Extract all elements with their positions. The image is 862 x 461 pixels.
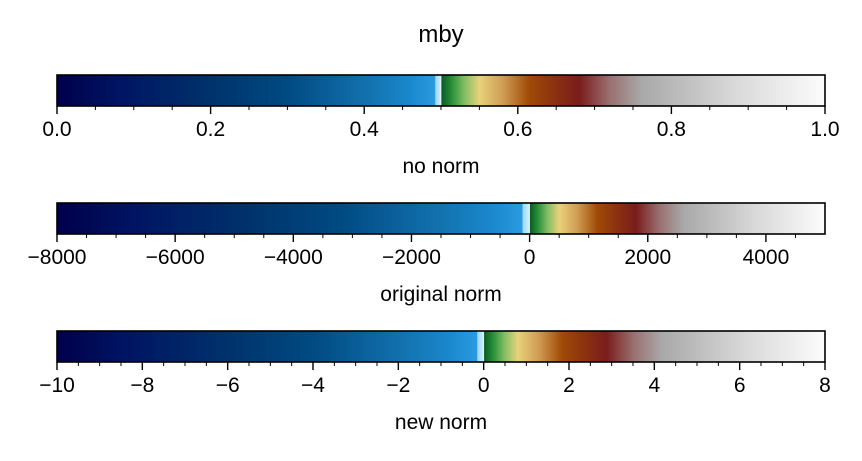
colorbar-label: new norm [395, 411, 487, 434]
tick-label: 0.4 [350, 118, 380, 141]
tick-label: −2000 [382, 246, 441, 269]
tick-label: 4 [648, 374, 660, 397]
tick-label: 0.8 [657, 118, 686, 141]
tick-label: 8 [819, 374, 831, 397]
tick-label: 0.0 [42, 118, 71, 141]
colorbar-gradient [57, 75, 825, 106]
colorbar-3: −10 −8 −6 −4 −2 0 2 4 6 8 new norm [39, 330, 831, 434]
colorbar-label: no norm [402, 155, 479, 178]
colorbar-2: −8000 −6000 −4000 −2000 0 2000 4000 original no… [28, 202, 826, 306]
tick-label: 4000 [743, 246, 790, 269]
tick-label: −4000 [264, 246, 323, 269]
tick-label: 2 [563, 374, 575, 397]
tick-label: 2000 [624, 246, 671, 269]
tick-label: −2 [386, 374, 410, 397]
tick-label: −8 [130, 374, 154, 397]
colorbar-1: 0.0 0.2 0.4 0.6 0.8 1.0 no norm [42, 74, 840, 178]
colorbar-label: original norm [380, 283, 501, 306]
colorbar-stack: 0.0 0.2 0.4 0.6 0.8 1.0no norm−8000 −6000 −4000… [28, 74, 840, 434]
tick-label: 6 [734, 374, 746, 397]
tick-label: 1.0 [810, 118, 839, 141]
figure-title: mby [418, 21, 463, 48]
tick-label: −8000 [28, 246, 87, 269]
tick-label: −4 [301, 374, 325, 397]
tick-label: 0 [478, 374, 490, 397]
colorbar-gradient [57, 203, 825, 234]
tick-label: 0.2 [196, 118, 225, 141]
colorbar-gradient [57, 331, 825, 362]
tick-label: −6000 [146, 246, 205, 269]
tick-label: −6 [216, 374, 240, 397]
tick-label: 0.6 [503, 118, 532, 141]
tick-label: 0 [524, 246, 536, 269]
tick-label: −10 [39, 374, 75, 397]
